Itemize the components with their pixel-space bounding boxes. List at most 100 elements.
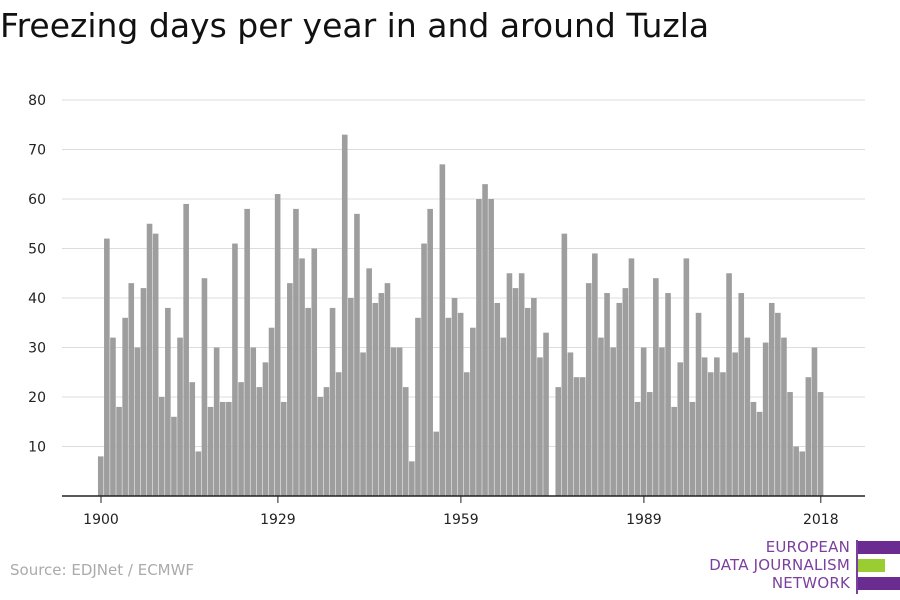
bar-1956: [439, 164, 446, 496]
bar-2016: [805, 377, 812, 496]
bar-2008: [756, 411, 763, 496]
chart-title: Freezing days per year in and around Tuz…: [0, 6, 710, 45]
bar-1988: [634, 401, 641, 496]
bar-1996: [683, 258, 690, 496]
y-tick-label: 50: [28, 242, 46, 258]
bar-1937: [323, 387, 330, 496]
bar-1919: [213, 347, 220, 496]
x-axis-ticks: 1900 1929 1959 1989 2018: [83, 496, 839, 528]
bar-1945: [372, 302, 379, 496]
bar-2002: [720, 372, 726, 496]
bar-1969: [518, 273, 525, 496]
bar-1902: [110, 337, 116, 496]
bar-1907: [140, 288, 147, 496]
bar-1933: [299, 258, 305, 496]
bar-1967: [506, 273, 513, 496]
bar-1921: [226, 401, 232, 496]
bar-1909: [152, 233, 159, 496]
y-tick-label: 70: [28, 143, 46, 159]
bar-1901: [104, 238, 110, 496]
bar-1982: [598, 337, 604, 496]
bar-1998: [695, 312, 702, 496]
bar-1920: [219, 401, 226, 496]
logo-divider: [856, 540, 858, 594]
bar-1903: [116, 406, 122, 496]
bar-1976: [561, 233, 568, 496]
bar-1966: [500, 337, 507, 496]
bar-1991: [653, 278, 659, 496]
bar-1938: [329, 307, 336, 496]
bar-1971: [531, 298, 537, 496]
bar-1980: [585, 283, 592, 496]
bar-1916: [195, 451, 202, 496]
bar-1906: [134, 347, 141, 496]
logo-bar-top: [858, 541, 900, 554]
logo-line-data-journalism: DATA JOURNALISM: [709, 556, 850, 574]
bar-1934: [305, 307, 311, 496]
bar-1930: [280, 401, 287, 496]
bar-1946: [378, 293, 385, 496]
bar-2012: [781, 337, 787, 496]
bar-2006: [744, 337, 751, 496]
bars: [97, 134, 824, 497]
bar-2013: [787, 392, 793, 496]
bar-1953: [421, 243, 427, 496]
bar-2005: [738, 293, 745, 496]
bar-1962: [476, 199, 482, 496]
x-tick-label: 2018: [803, 512, 839, 528]
bar-1957: [445, 317, 452, 496]
y-tick-label: 40: [28, 291, 46, 307]
bar-2015: [799, 451, 806, 496]
bar-1942: [354, 213, 360, 496]
bar-2017: [811, 347, 818, 496]
bar-1928: [268, 327, 275, 496]
y-tick-label: 80: [28, 93, 46, 109]
bar-1943: [360, 352, 366, 496]
bar-1939: [335, 372, 342, 496]
bar-1935: [311, 248, 318, 496]
bar-1964: [488, 199, 494, 496]
logo-line-network: NETWORK: [771, 574, 850, 592]
bar-1992: [659, 347, 665, 496]
bar-1905: [128, 283, 135, 496]
bar-1911: [165, 307, 171, 496]
bar-1960: [463, 372, 470, 496]
bar-1973: [543, 332, 549, 496]
bar-1950: [402, 387, 409, 496]
bar-1984: [610, 347, 616, 496]
bar-2011: [775, 312, 781, 496]
bar-2003: [726, 273, 732, 496]
bar-1922: [232, 243, 238, 496]
bar-1997: [689, 401, 696, 496]
bar-1963: [482, 184, 488, 496]
bar-1932: [293, 208, 299, 496]
bar-1965: [494, 302, 501, 496]
bar-1977: [567, 352, 574, 496]
bar-1927: [262, 362, 269, 496]
bar-1904: [122, 317, 128, 496]
bar-1954: [427, 208, 433, 496]
bar-2000: [707, 372, 714, 496]
bar-2009: [762, 342, 769, 496]
bar-2007: [750, 401, 757, 496]
bar-1910: [158, 397, 165, 496]
bar-1985: [616, 302, 623, 496]
y-tick-label: 30: [28, 341, 46, 357]
bar-1923: [238, 382, 244, 496]
bar-1915: [189, 382, 196, 496]
logo-bar-bottom: [858, 577, 900, 590]
bar-1986: [622, 288, 629, 496]
bar-1918: [207, 406, 214, 496]
bar-1949: [396, 347, 403, 496]
bar-1999: [701, 357, 708, 496]
edjnet-logo: EUROPEAN DATA JOURNALISM NETWORK: [700, 538, 900, 594]
bar-1908: [146, 223, 153, 496]
bar-1981: [592, 253, 598, 496]
bar-1944: [366, 268, 372, 496]
logo-line-european: EUROPEAN: [765, 538, 850, 556]
bar-1972: [537, 357, 543, 496]
bar-1926: [256, 387, 263, 496]
bar-2018: [817, 392, 824, 496]
x-tick-label: 1989: [626, 512, 662, 528]
